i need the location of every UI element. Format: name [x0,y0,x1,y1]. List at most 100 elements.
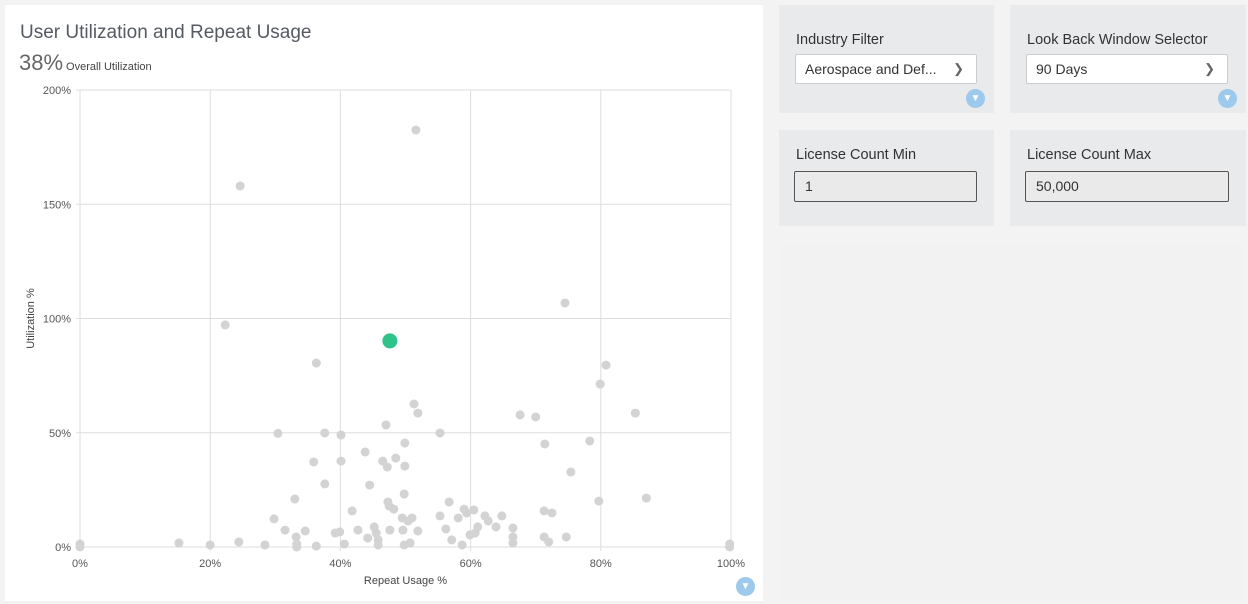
y-tick-label: 0% [55,542,71,554]
data-point [407,513,417,523]
data-point [75,542,85,552]
chart-card: User Utilization and Repeat Usage 38% Ove… [5,5,763,601]
data-point [540,439,550,449]
data-point [544,537,554,547]
highlighted-point [382,333,398,349]
y-tick-label: 150% [43,199,71,211]
scatter-plot: 0% 20% 40% 60% 80% 100% 0% 50% 100% 150% 200% Repea… [25,85,745,587]
data-point [336,430,346,440]
data-point [462,508,472,518]
data-point [311,541,321,551]
data-point [435,511,445,521]
data-point [457,540,467,550]
data-point [566,467,576,477]
y-tick-label: 50% [49,428,71,440]
data-point [235,181,245,191]
data-point [497,511,507,521]
data-point [300,526,310,536]
data-point [547,508,557,518]
chart-title: User Utilization and Repeat Usage [20,22,312,43]
data-point [409,399,419,409]
y-tick-label: 100% [43,314,71,326]
data-point [413,526,423,536]
data-point [360,447,370,457]
data-point [234,537,244,547]
data-point [399,489,409,499]
data-point [447,535,457,545]
data-point [291,532,301,542]
data-point [391,453,401,463]
data-point [435,428,445,438]
data-point [220,320,230,330]
x-tick-label: 20% [199,558,221,570]
data-point [508,538,518,548]
data-point [560,298,570,308]
license-min-input[interactable]: 1 [794,171,977,202]
data-point [371,528,381,538]
lookback-label: Look Back Window Selector [1027,32,1208,48]
data-point [336,456,346,466]
data-point [205,540,215,550]
kpi-label: Overall Utilization [66,61,152,73]
data-point [585,436,595,446]
y-axis-title: Utilization % [25,288,37,349]
data-point [335,527,345,537]
license-max-input[interactable]: 50,000 [1025,171,1229,202]
filter-icon[interactable]: ▼ [736,577,755,596]
license-max-panel: License Count Max 50,000 [1010,130,1246,226]
industry-filter-dropdown[interactable]: Aerospace and Def... ❯ [795,54,977,84]
data-point [483,516,493,526]
lookback-dropdown[interactable]: 90 Days ❯ [1026,54,1228,84]
data-point [373,540,383,550]
x-tick-label: 0% [72,558,88,570]
data-point [601,360,611,370]
data-point [320,428,330,438]
data-point [405,538,415,548]
data-point [411,125,421,135]
data-point [441,524,451,534]
industry-filter-value: Aerospace and Def... [805,61,937,77]
data-point [290,494,300,504]
data-point [515,410,525,420]
chevron-down-icon: ❯ [1204,61,1215,76]
data-point [444,497,454,507]
data-point [320,479,330,489]
data-point [531,412,541,422]
data-point [508,523,518,533]
data-point [363,533,373,543]
overall-utilization-kpi: 38% Overall Utilization [19,50,152,76]
data-point [595,379,605,389]
x-tick-label: 60% [460,558,482,570]
data-point [382,462,392,472]
data-point [273,428,283,438]
x-axis-title: Repeat Usage % [364,575,447,587]
empty-panel [779,243,1246,601]
industry-filter-panel: Industry Filter Aerospace and Def... ❯ ▼ [779,5,994,113]
data-point [539,506,549,516]
data-point [561,532,571,542]
data-point [413,408,423,418]
data-point [339,539,349,549]
data-point [389,504,399,514]
x-tick-label: 80% [590,558,612,570]
lookback-panel: Look Back Window Selector 90 Days ❯ ▼ [1010,5,1246,113]
data-point [630,408,640,418]
chevron-down-icon: ❯ [953,61,964,76]
data-point [594,496,604,506]
filter-icon[interactable]: ▼ [1218,89,1237,108]
data-point [641,493,651,503]
data-point [491,522,501,532]
data-point [400,438,410,448]
y-tick-label: 200% [43,85,71,97]
lookback-value: 90 Days [1036,61,1088,77]
data-point [725,542,735,552]
data-point [473,522,483,532]
kpi-value: 38% [19,50,64,75]
license-min-label: License Count Min [796,147,917,163]
data-point [260,540,270,550]
data-point [292,542,302,552]
filter-icon[interactable]: ▼ [966,89,985,108]
x-tick-label: 100% [717,558,745,570]
data-point [365,480,375,490]
data-point [269,514,279,524]
